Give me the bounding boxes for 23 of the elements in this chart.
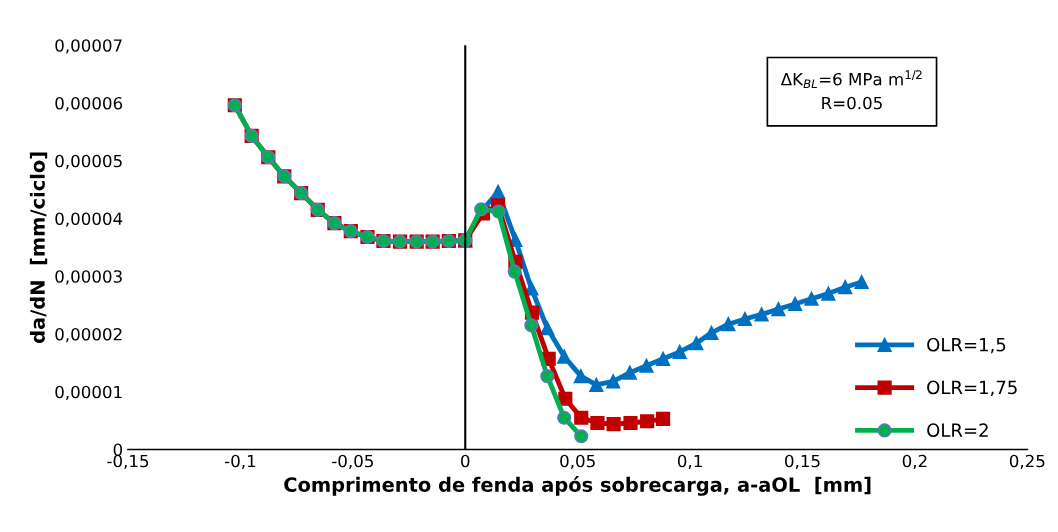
x-tick-label: 0,1 (677, 454, 702, 469)
y-tick-label: 0,00004 (55, 212, 123, 227)
x-tick-label: 0,15 (785, 454, 820, 469)
x-tick-label: 0 (461, 454, 470, 468)
y-tick-label: 0,00007 (55, 39, 122, 54)
x-axis-title: Comprimento de fenda após sobrecarga, a-aOL [mm] (284, 476, 871, 496)
x-tick-label: -0,1 (224, 454, 256, 469)
legend-label: OLR=1,5 (927, 337, 1006, 354)
legend-label: OLR=1,75 (927, 380, 1017, 397)
y-tick-label: 0,00001 (55, 385, 122, 401)
x-tick-label: 0,2 (902, 454, 927, 469)
text: ΔK$_{BL}$=6 MPa m$^{1/2}$ R=0.05 (780, 70, 922, 110)
x-tick-label: 0,25 (1009, 454, 1045, 469)
y-axis-title: da/dN [mm/ciclo] (29, 152, 48, 344)
y-tick-label: 0,00005 (55, 154, 122, 170)
x-tick-label: -0,05 (332, 454, 373, 469)
x-tick-label: -0,15 (107, 454, 149, 469)
y-tick-label: 0,00003 (55, 270, 122, 285)
legend-label: OLR=2 (927, 423, 988, 438)
y-tick-label: 0 (113, 443, 123, 457)
x-tick-label: 0,05 (560, 454, 595, 469)
y-tick-label: 0,00002 (55, 327, 122, 343)
y-tick-label: 0,00006 (55, 96, 123, 112)
